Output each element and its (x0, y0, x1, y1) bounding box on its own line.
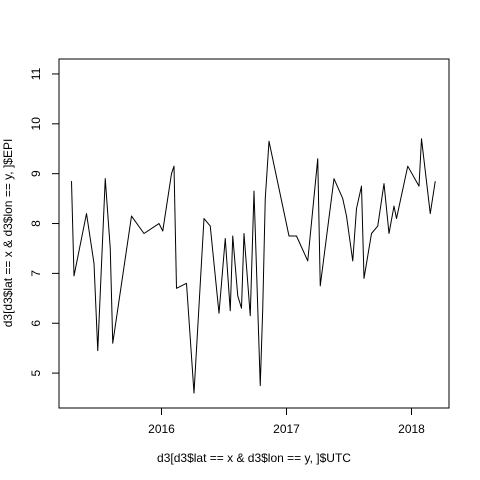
y-axis: 5 6 7 8 9 10 11 (29, 67, 60, 376)
x-axis-label: d3[d3$lat == x & d3$lon == y, ]$UTC (157, 451, 351, 465)
y-tick-label: 8 (29, 220, 43, 227)
y-tick-label: 11 (29, 67, 43, 80)
y-tick-label: 6 (29, 320, 43, 327)
series-line-0 (71, 138, 436, 394)
y-tick-label: 7 (29, 270, 43, 277)
y-tick-label: 9 (29, 170, 43, 177)
x-tick-label: 2017 (273, 422, 300, 436)
x-tick-label: 2018 (398, 422, 425, 436)
x-tick-label: 2016 (148, 422, 175, 436)
y-axis-label: d3[d3$lat == x & d3$lon == y, ]$EPI (1, 139, 15, 328)
y-tick-label: 10 (29, 117, 43, 131)
y-tick-label: 5 (29, 369, 43, 376)
series-layer (71, 138, 436, 394)
x-axis: 2016 2017 2018 (148, 407, 425, 436)
